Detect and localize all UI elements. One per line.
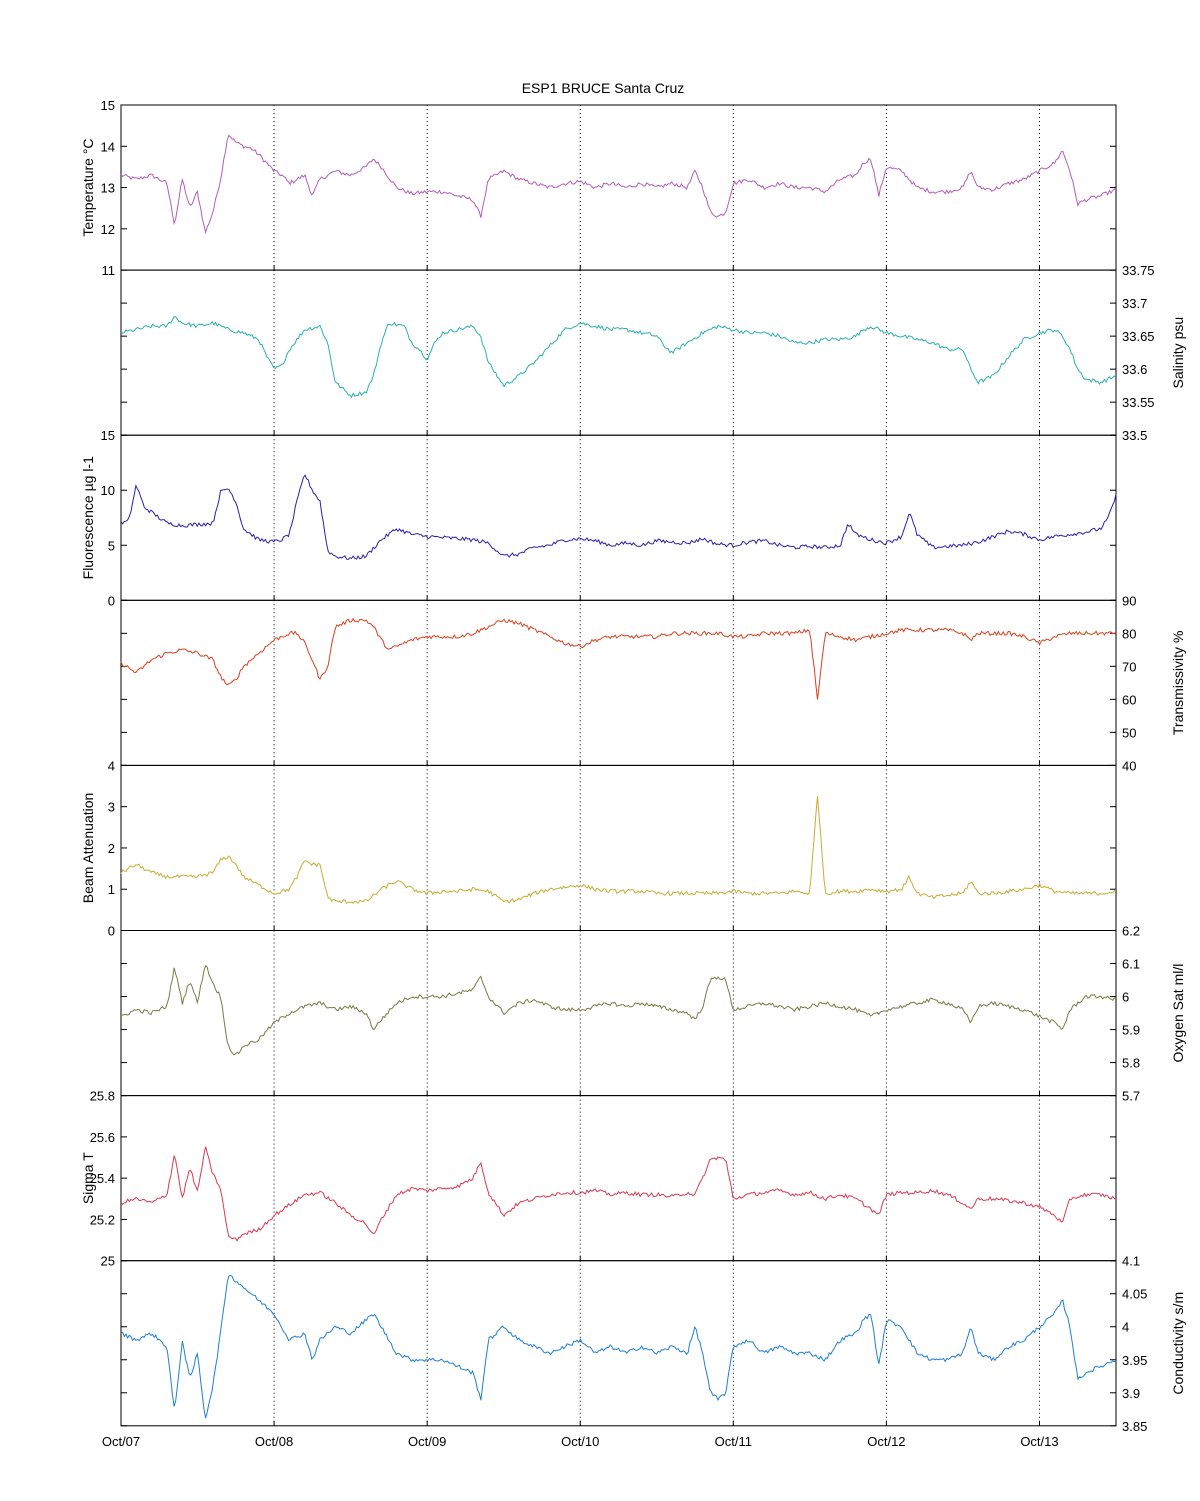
- y-axis-label: Salinity psu: [1170, 317, 1186, 389]
- y-tick-label: 6: [1122, 990, 1129, 1005]
- y-tick-label: 15: [101, 98, 115, 113]
- y-tick-label: 90: [1122, 593, 1136, 608]
- y-tick-label: 4.1: [1122, 1254, 1140, 1269]
- panel-frame: [120, 1260, 1117, 1427]
- y-tick-label: 33.75: [1122, 263, 1155, 278]
- series-line-sigma_t: [120, 1146, 1117, 1242]
- panel-frame: [120, 1095, 1117, 1262]
- y-tick-label: 11: [102, 263, 116, 278]
- x-tick-label: Oct/10: [561, 1434, 599, 1449]
- y-tick-label: 0: [108, 924, 115, 939]
- y-tick-label: 14: [101, 139, 115, 154]
- panel-temperature: 11 12 13 14 15 Temperature °C: [80, 98, 1117, 278]
- y-tick-label: 25.8: [90, 1089, 115, 1104]
- y-axis-label: Oxygen Sat ml/l: [1170, 964, 1186, 1063]
- panel-frame: [120, 269, 1117, 436]
- y-tick-label: 4: [108, 758, 115, 773]
- y-axis-label: Transmissivity %: [1170, 631, 1186, 736]
- series-line-beam_attenuation: [120, 796, 1117, 905]
- y-tick-label: 3.95: [1122, 1353, 1147, 1368]
- x-tick-label: Oct/09: [408, 1434, 446, 1449]
- y-tick-label: 5.8: [1122, 1056, 1140, 1071]
- y-tick-label: 25.6: [90, 1130, 115, 1145]
- panel-beam_attenuation: 0 1 2 3 4 Beam Attenuation: [80, 758, 1117, 939]
- y-tick-label: 15: [101, 428, 115, 443]
- y-axis-label: Fluorescence µg l-1: [80, 456, 96, 579]
- y-tick-label: 1: [108, 882, 115, 897]
- x-tick-label: Oct/08: [255, 1434, 293, 1449]
- y-tick-label: 60: [1122, 692, 1136, 707]
- series-line-salinity: [120, 316, 1117, 399]
- y-axis-label: Conductivity s/m: [1170, 1292, 1186, 1395]
- y-tick-label: 25.2: [90, 1212, 115, 1227]
- y-tick-label: 2: [108, 841, 115, 856]
- panel-frame: [120, 104, 1117, 271]
- y-axis-label: Beam Attenuation: [80, 793, 96, 904]
- y-tick-label: 40: [1122, 758, 1136, 773]
- y-tick-label: 33.5: [1122, 428, 1147, 443]
- panel-frame: [120, 599, 1117, 766]
- x-tick-label: Oct/13: [1020, 1434, 1058, 1449]
- x-tick-label: Oct/11: [715, 1434, 752, 1449]
- y-tick-label: 80: [1122, 626, 1136, 641]
- panel-frame: [120, 434, 1117, 601]
- panel-frame: [120, 764, 1117, 932]
- y-tick-label: 3: [108, 800, 115, 815]
- y-axis-label: Sigma T: [80, 1152, 96, 1204]
- y-tick-label: 50: [1122, 725, 1136, 740]
- y-axis-label: Temperature °C: [80, 138, 96, 236]
- y-tick-label: 13: [101, 181, 115, 196]
- y-tick-label: 3.85: [1122, 1419, 1147, 1434]
- panel-conductivity: 3.85 3.9 3.95 4 4.05 4.1 Conductivity s/m: [120, 1254, 1186, 1434]
- series-line-transmissivity: [120, 617, 1117, 700]
- chart-title: ESP1 BRUCE Santa Cruz: [522, 80, 685, 96]
- y-tick-label: 5: [108, 538, 115, 553]
- y-tick-label: 33.7: [1122, 296, 1147, 311]
- y-tick-label: 33.55: [1122, 395, 1155, 410]
- y-tick-label: 33.65: [1122, 329, 1155, 344]
- y-tick-label: 12: [101, 222, 115, 237]
- y-tick-label: 25.4: [90, 1171, 115, 1186]
- y-tick-label: 6.1: [1122, 957, 1140, 972]
- y-tick-label: 5.7: [1122, 1089, 1140, 1104]
- panel-fluorescence: 0 5 10 15 Fluorescence µg l-1: [80, 428, 1117, 608]
- y-tick-label: 33.6: [1122, 362, 1147, 377]
- y-tick-label: 70: [1122, 659, 1136, 674]
- series-line-temperature: [120, 134, 1117, 235]
- x-tick-label: Oct/07: [102, 1434, 140, 1449]
- y-tick-label: 10: [101, 483, 115, 498]
- y-tick-label: 5.9: [1122, 1023, 1140, 1038]
- y-tick-label: 6.2: [1122, 924, 1140, 939]
- y-tick-label: 4: [1122, 1320, 1129, 1335]
- panel-transmissivity: 40 50 60 70 80 90 Transmissivity %: [120, 593, 1186, 773]
- panel-sigma_t: 25 25.2 25.4 25.6 25.8 Sigma T: [80, 1089, 1117, 1269]
- x-tick-label: Oct/12: [867, 1434, 905, 1449]
- series-line-conductivity: [120, 1274, 1117, 1419]
- panel-salinity: 33.5 33.55 33.6 33.65 33.7 33.75 Salinity psu: [120, 263, 1186, 443]
- series-line-oxygen_sat: [120, 964, 1117, 1056]
- y-tick-label: 25: [101, 1254, 115, 1269]
- y-tick-label: 3.9: [1122, 1386, 1140, 1401]
- panel-oxygen_sat: 5.7 5.8 5.9 6 6.1 6.2 Oxygen Sat ml/l: [120, 924, 1186, 1104]
- y-tick-label: 0: [108, 593, 115, 608]
- y-tick-label: 4.05: [1122, 1287, 1147, 1302]
- series-line-fluorescence: [120, 474, 1117, 561]
- panel-frame: [120, 930, 1117, 1097]
